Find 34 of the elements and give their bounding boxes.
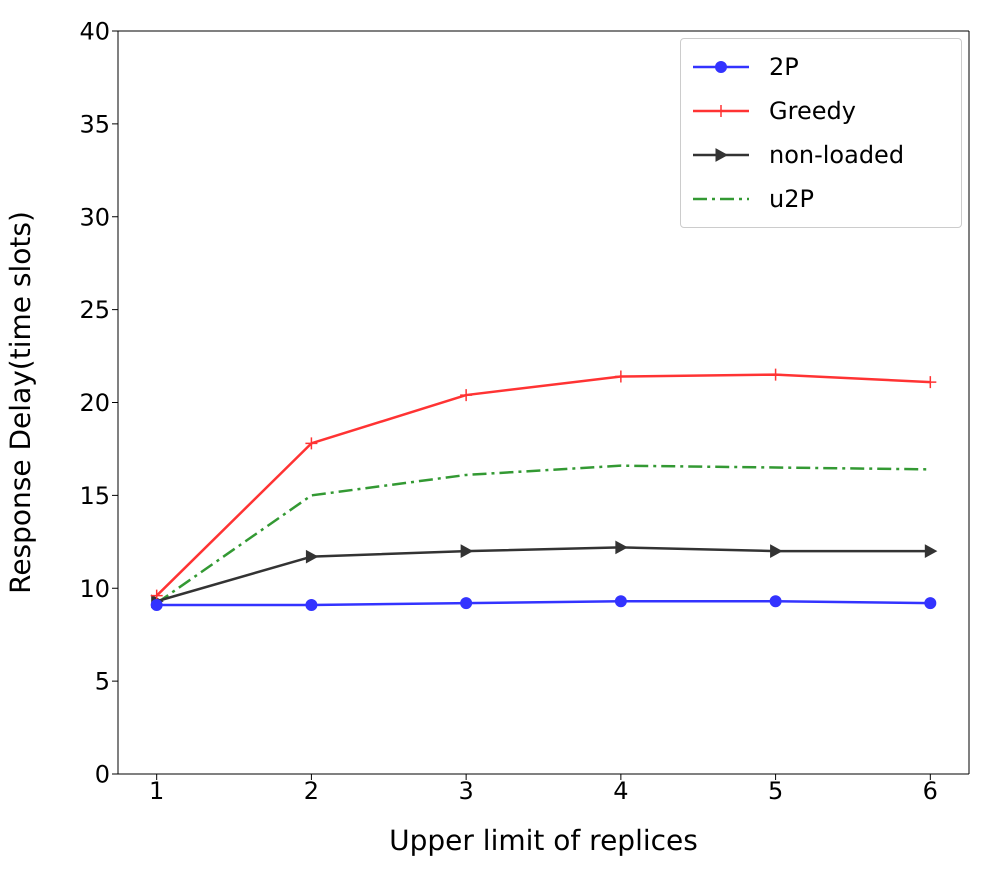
x-tick-label: 2 [304, 777, 320, 806]
y-tick-label: 10 [79, 574, 110, 603]
point [459, 388, 473, 402]
point [460, 544, 473, 558]
x-tick-label: 4 [613, 777, 629, 806]
y-tick-label: 40 [79, 18, 110, 46]
legend-label: u2P [769, 185, 814, 213]
x-axis-title: Upper limit of replices [389, 824, 698, 857]
y-tick-label: 30 [79, 203, 110, 232]
point [924, 597, 936, 610]
y-tick-label: 25 [79, 296, 110, 324]
point [770, 544, 782, 558]
point [614, 595, 627, 608]
y-tick-label: 5 [94, 668, 110, 696]
y-tick-label: 0 [94, 760, 110, 789]
point [924, 544, 937, 558]
y-tick-label: 35 [79, 110, 110, 138]
legend-label: 2P [769, 53, 799, 81]
legend-label: Greedy [769, 97, 856, 125]
point [150, 598, 163, 611]
point [305, 598, 318, 611]
point [615, 540, 628, 554]
x-tick-label: 3 [458, 777, 474, 806]
legend-label: non-loaded [769, 141, 904, 169]
y-axis-title: Response Delay(time slots) [4, 211, 37, 594]
point [304, 436, 318, 450]
point [770, 595, 782, 608]
y-tick-label: 20 [79, 389, 110, 418]
point [460, 597, 472, 610]
y-tick-label: 15 [79, 482, 110, 510]
x-tick-label: 6 [922, 777, 938, 806]
point [306, 550, 318, 564]
x-tick-label: 5 [768, 777, 784, 806]
x-tick-label: 1 [149, 777, 164, 806]
